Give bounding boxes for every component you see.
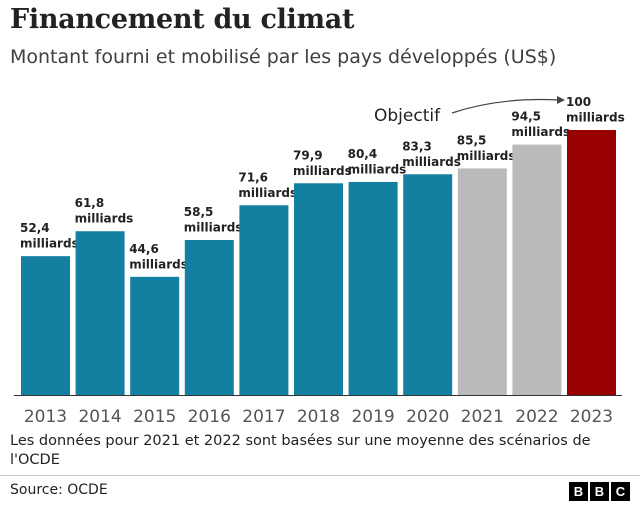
footnote: Les données pour 2021 et 2022 sont basée… [10, 433, 591, 468]
data-label-2019: 80,4 milliards [348, 147, 407, 177]
x-tick-2020: 2020 [406, 407, 449, 427]
chart-subtitle: Montant fourni et mobilisé par les pays … [10, 46, 557, 68]
annotation-arrow [451, 98, 560, 114]
data-label-2017: 71,6 milliards [238, 170, 297, 200]
x-tick-2013: 2013 [24, 407, 67, 427]
bar-2016 [184, 239, 234, 395]
data-label-2016: 58,5 milliards [184, 205, 243, 235]
bbc-logo-letter-2: B [590, 482, 609, 501]
annotation-objectif: Objectif [374, 106, 441, 126]
x-tick-2017: 2017 [242, 407, 285, 427]
x-tick-2014: 2014 [78, 407, 121, 427]
chart-title: Financement du climat [10, 4, 355, 35]
annotation-arrowhead [557, 96, 565, 104]
data-label-2020: 83,3 milliards [402, 139, 461, 169]
bar-2015 [130, 276, 180, 395]
bbc-logo-letter-3: C [611, 482, 630, 501]
bar-2021 [457, 168, 507, 395]
bar-2023 [567, 130, 616, 395]
bar-2020 [403, 174, 453, 395]
bar-2018 [294, 183, 343, 395]
x-tick-2015: 2015 [133, 407, 176, 427]
bar-2013 [21, 256, 70, 395]
footer-divider [0, 475, 640, 476]
bbc-logo: B B C [569, 482, 630, 501]
bar-2019 [348, 181, 398, 395]
data-label-2013: 52,4 milliards [20, 221, 79, 251]
x-tick-2022: 2022 [515, 407, 558, 427]
x-tick-2019: 2019 [351, 407, 394, 427]
bbc-logo-letter-1: B [569, 482, 588, 501]
source-text: Source: OCDE [10, 482, 108, 498]
data-label-2022: 94,5 milliards [511, 110, 570, 140]
x-tick-2016: 2016 [188, 407, 231, 427]
bar-2014 [75, 231, 125, 395]
data-label-2021: 85,5 milliards [457, 133, 516, 163]
bar-2022 [512, 144, 562, 395]
bar-2017 [239, 205, 289, 395]
data-label-2023: 100 milliards [566, 95, 625, 125]
x-tick-2018: 2018 [297, 407, 340, 427]
data-label-2014: 61,8 milliards [75, 196, 134, 226]
data-label-2018: 79,9 milliards [293, 148, 352, 178]
x-tick-2021: 2021 [461, 407, 504, 427]
data-label-2015: 44,6 milliards [129, 242, 188, 272]
x-tick-2023: 2023 [570, 407, 613, 427]
